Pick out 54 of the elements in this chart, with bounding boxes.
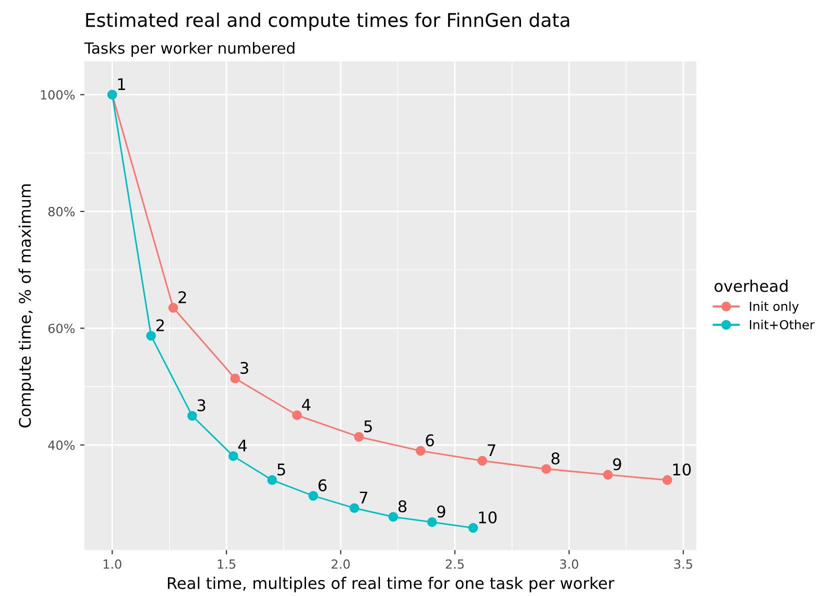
annotation: 6 xyxy=(318,479,327,492)
y-tick-label: 80% xyxy=(48,206,75,216)
x-tick-label: 2.0 xyxy=(332,559,350,569)
point xyxy=(230,374,240,384)
point xyxy=(468,523,478,533)
point xyxy=(228,451,238,461)
annotation: 9 xyxy=(437,506,446,518)
point xyxy=(267,475,277,485)
annotation: 4 xyxy=(238,440,247,452)
point xyxy=(146,330,156,341)
x-tick-label: 3.5 xyxy=(674,559,692,569)
x-tick-label: 2.5 xyxy=(446,559,464,569)
point xyxy=(354,432,364,442)
legend-label: Init+Other xyxy=(750,320,815,330)
point xyxy=(388,512,398,522)
point xyxy=(292,410,302,420)
legend-title: overhead xyxy=(714,280,788,292)
annotation: 1 xyxy=(118,78,126,90)
point xyxy=(350,503,360,513)
y-tick-label: 60% xyxy=(48,324,75,334)
x-tick-label: 1.5 xyxy=(218,560,236,569)
legend-label: Init only xyxy=(750,301,799,314)
annotation: 5 xyxy=(364,420,372,432)
y-tick-label: 100% xyxy=(40,90,75,100)
point xyxy=(416,446,426,456)
point xyxy=(541,464,552,474)
x-tick-label: 1.0 xyxy=(104,559,122,569)
annotation: 4 xyxy=(302,398,310,411)
annotation: 5 xyxy=(278,464,286,476)
chart-subtitle: Tasks per worker numbered xyxy=(84,42,294,57)
annotation: 10 xyxy=(479,511,497,524)
x-axis-title: Real time, multiples of real time for one task per worker xyxy=(168,576,614,592)
annotation: 9 xyxy=(613,458,622,470)
point xyxy=(662,475,672,485)
annotation: 8 xyxy=(398,500,406,512)
chart-title: Estimated real and compute times for FinnGen data xyxy=(86,12,570,31)
annotation: 10 xyxy=(673,463,691,476)
annotation: 7 xyxy=(360,492,368,504)
annotation: 7 xyxy=(488,444,496,456)
annotation: 8 xyxy=(552,452,560,464)
y-tick-label: 40% xyxy=(48,440,75,450)
y-axis-title: Compute time, % of maximum xyxy=(18,184,34,428)
point xyxy=(308,490,318,501)
annotation: 6 xyxy=(426,434,434,446)
point xyxy=(603,470,613,480)
point xyxy=(477,456,488,466)
point xyxy=(168,302,178,313)
point xyxy=(187,410,198,421)
point xyxy=(427,517,437,527)
annotation: 3 xyxy=(240,362,248,374)
annotation: 3 xyxy=(198,399,206,412)
x-tick-label: 3.0 xyxy=(560,559,578,569)
annotation: 2 xyxy=(156,319,164,332)
annotation: 2 xyxy=(178,291,186,304)
